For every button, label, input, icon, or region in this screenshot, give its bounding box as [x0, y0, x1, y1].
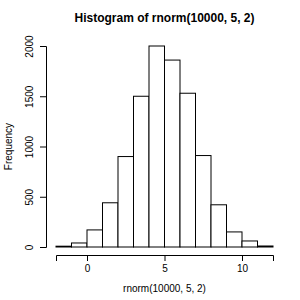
y-tick-mark	[40, 46, 46, 47]
bar	[103, 203, 119, 247]
x-tick-label: 10	[237, 263, 249, 274]
y-tick: 2000	[24, 35, 46, 58]
title: Histogram of rnorm(10000, 5, 2)	[74, 11, 254, 25]
bar	[72, 243, 88, 247]
x-tick-label: 5	[162, 263, 168, 274]
y-tick-label: 1500	[24, 85, 35, 108]
x-axis-line	[57, 256, 274, 262]
y-tick-mark	[40, 96, 46, 97]
bar	[227, 232, 243, 247]
chart: 0 5 10 0 500 1000 1500 2000 Histogram of rnorm(1…	[0, 0, 300, 300]
y-tick-label: 2000	[24, 35, 35, 58]
x-tick: 10	[237, 255, 249, 274]
y-tick: 0	[24, 244, 46, 250]
x-axis-title: rnorm(10000, 5, 2)	[123, 283, 206, 294]
bar	[258, 246, 274, 247]
bar	[165, 60, 181, 247]
bar	[242, 241, 258, 247]
bar	[56, 246, 72, 248]
y-axis: 0 500 1000 1500 2000	[24, 35, 47, 250]
y-tick-mark	[40, 247, 46, 248]
bar	[180, 93, 196, 247]
y-tick: 1500	[24, 85, 46, 108]
x-tick-label: 0	[85, 263, 91, 274]
y-tick: 1000	[24, 135, 46, 158]
bars	[56, 46, 273, 247]
x-tick: 0	[85, 255, 91, 274]
x-tick-mark	[242, 255, 243, 261]
x-tick: 5	[162, 255, 168, 274]
bar	[149, 46, 165, 247]
y-tick-label: 1000	[24, 135, 35, 158]
bar	[118, 157, 134, 247]
y-tick-mark	[40, 147, 46, 148]
y-tick: 500	[24, 188, 46, 205]
x-axis: 0 5 10	[57, 255, 274, 274]
y-axis-title: Frequency	[3, 123, 14, 170]
bar	[134, 96, 150, 247]
x-tick-mark	[165, 255, 166, 261]
y-tick-label: 500	[24, 188, 35, 205]
bar	[87, 230, 103, 247]
x-tick-mark	[87, 255, 88, 261]
y-tick-mark	[40, 197, 46, 198]
y-tick-label: 0	[24, 244, 35, 250]
bar	[196, 156, 212, 247]
bar	[211, 205, 227, 247]
y-axis-line	[40, 47, 47, 248]
